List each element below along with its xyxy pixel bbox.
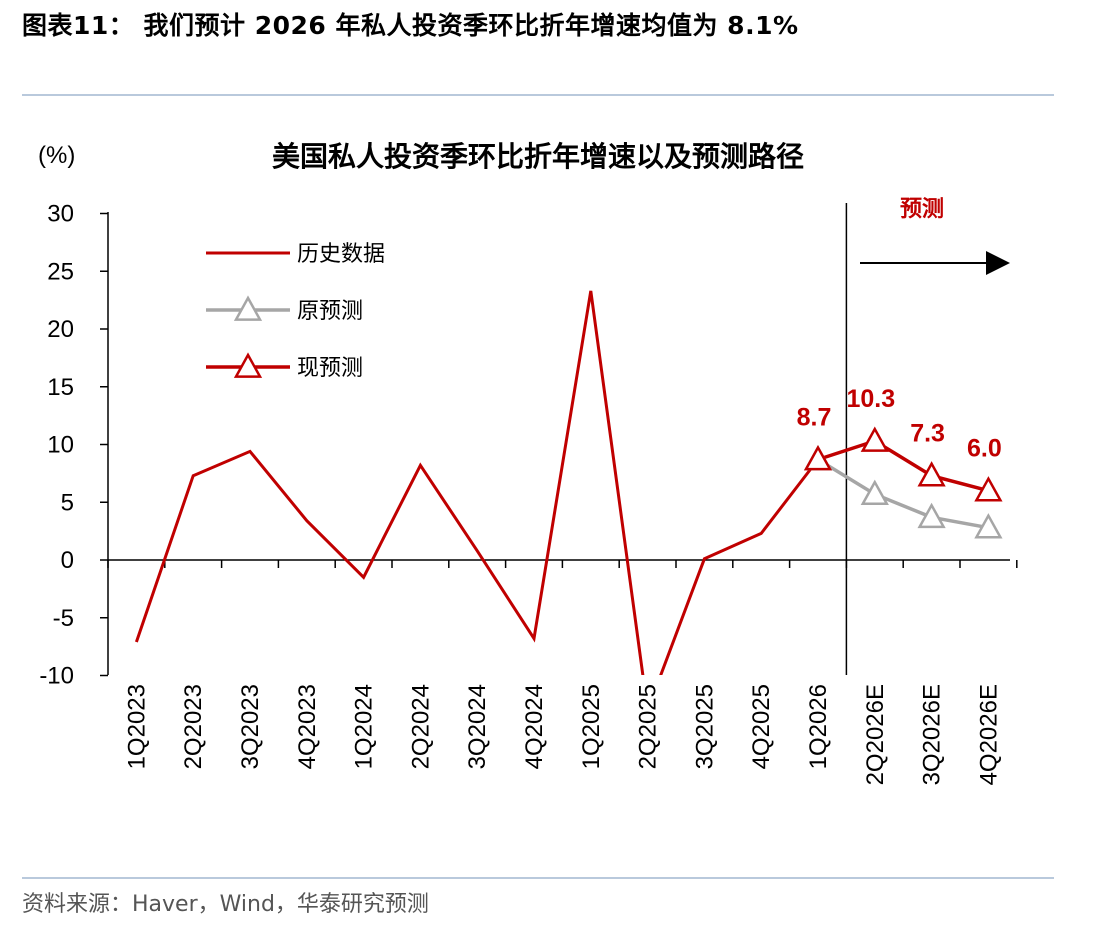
x-tick-label: 1Q2024 (351, 684, 378, 769)
y-tick-label: -10 (39, 663, 74, 690)
figure-title: 图表11： 我们预计 2026 年私人投资季环比折年增速均值为 8.1% (22, 11, 799, 40)
y-tick-label: 0 (61, 547, 74, 574)
bottom-divider (22, 877, 1054, 879)
data-label: 8.7 (797, 404, 832, 432)
data-label-layer: 8.7 10.3 7.3 6.0 (797, 385, 1002, 463)
data-label: 10.3 (846, 385, 895, 413)
forecast-region-marker: 预测 (860, 196, 1010, 275)
series-point-2 (860, 426, 889, 452)
x-tick-label: 3Q2026E (919, 684, 946, 785)
series-line-1 (817, 458, 989, 530)
series-point-2 (974, 476, 1003, 502)
forecast-line-chart: 美国私人投资季环比折年增速以及预测路径 (%) 30 25 20 15 10 5 0 -5 -1… (38, 140, 1018, 785)
series-point-1 (860, 479, 889, 506)
legend-marker-1 (233, 295, 263, 321)
y-tick-label: 5 (61, 489, 74, 516)
x-tick-label: 3Q2025 (691, 684, 718, 769)
x-tick-label: 3Q2024 (464, 684, 491, 769)
x-tick-label: 4Q2025 (748, 684, 775, 769)
x-tick-label: 1Q2026 (805, 684, 832, 769)
y-tick-label: 10 (47, 432, 74, 459)
x-tick-label: 3Q2023 (237, 684, 264, 769)
y-axis-unit: (%) (38, 142, 75, 169)
y-tick-label: 30 (47, 201, 74, 228)
x-tick-label: 4Q2026E (975, 684, 1002, 785)
y-tick-labels: 30 25 20 15 10 5 0 -5 -10 (39, 201, 74, 690)
y-tick-label: -5 (53, 605, 74, 632)
series-point-1 (974, 513, 1003, 539)
source-note: 资料来源：Haver，Wind，华泰研究预测 (22, 892, 429, 917)
forecast-label: 预测 (900, 196, 944, 222)
series-point-1 (917, 502, 946, 529)
x-tick-label: 2Q2023 (180, 684, 207, 769)
series-line-2 (817, 439, 989, 493)
data-label: 7.3 (910, 420, 945, 448)
x-tick-label: 2Q2026E (862, 684, 889, 785)
series-layer (134, 290, 989, 675)
legend-marker-2 (233, 352, 263, 378)
data-label: 6.0 (967, 435, 1002, 463)
x-tick-label: 2Q2024 (407, 684, 434, 769)
series-point-2 (803, 444, 833, 471)
x-tick-label: 4Q2024 (521, 684, 548, 769)
series-line-0 (134, 290, 820, 675)
top-divider (22, 94, 1054, 96)
y-tick-label: 20 (47, 316, 74, 343)
x-tick-label: 4Q2023 (294, 684, 321, 769)
x-tick-label: 1Q2023 (123, 684, 150, 769)
forecast-arrow-head (986, 251, 1010, 275)
x-tick-labels: 1Q2023 2Q2023 3Q2023 4Q2023 1Q2024 2Q2024 3Q20… (123, 684, 1002, 785)
y-tick-label: 25 (47, 258, 74, 285)
legend-label-0: 历史数据 (297, 242, 385, 267)
marker-layer (803, 426, 1003, 539)
y-tick-label: 15 (47, 374, 74, 401)
series-point-2 (917, 461, 946, 487)
x-tick-label: 2Q2025 (635, 684, 662, 769)
axes (100, 203, 1018, 677)
legend-label-1: 原预测 (297, 299, 363, 324)
x-tick-label: 1Q2025 (578, 684, 605, 769)
chart-title: 美国私人投资季环比折年增速以及预测路径 (272, 140, 804, 173)
legend-label-2: 现预测 (297, 356, 363, 381)
